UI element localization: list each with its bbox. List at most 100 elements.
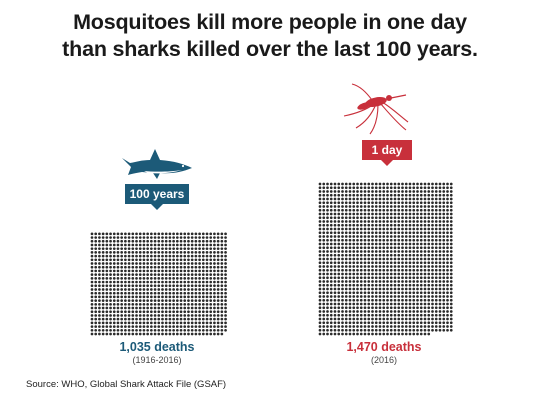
mosquito-death-dot xyxy=(408,310,412,313)
mosquito-death-dot xyxy=(442,298,446,302)
mosquito-death-dot xyxy=(348,216,352,220)
mosquito-death-dot xyxy=(431,328,434,332)
mosquito-death-dot xyxy=(348,272,352,276)
mosquito-death-dot xyxy=(363,231,367,235)
mosquito-death-dot xyxy=(348,317,352,321)
shark-death-dot xyxy=(205,280,209,284)
mosquito-death-dot xyxy=(318,231,322,235)
mosquito-death-dot xyxy=(382,276,386,280)
mosquito-death-dot xyxy=(397,325,401,328)
mosquito-death-dot xyxy=(431,261,434,265)
shark-death-dot xyxy=(194,295,198,299)
mosquito-death-dot xyxy=(389,313,393,317)
mosquito-death-dot xyxy=(363,276,367,280)
mosquito-death-dot xyxy=(423,261,427,265)
mosquito-death-dot xyxy=(404,242,408,246)
mosquito-death-dot xyxy=(419,197,423,201)
shark-death-dot xyxy=(127,314,131,317)
mosquito-death-dot xyxy=(348,298,352,302)
mosquito-death-dot xyxy=(389,201,393,205)
mosquito-death-dot xyxy=(416,332,419,336)
mosquito-death-dot xyxy=(449,227,453,231)
shark-death-dot xyxy=(190,288,194,291)
mosquito-death-dot xyxy=(348,310,352,313)
mosquito-death-dot xyxy=(326,321,329,325)
shark-death-dot xyxy=(205,269,209,273)
shark-death-dot xyxy=(94,314,98,317)
mosquito-death-dot xyxy=(374,302,378,306)
mosquito-death-dot xyxy=(359,193,363,197)
mosquito-dots xyxy=(318,182,453,336)
mosquito-death-dot xyxy=(367,231,371,235)
shark-death-dot xyxy=(224,247,227,251)
mosquito-death-dot xyxy=(348,306,352,310)
mosquito-death-dot xyxy=(434,328,438,332)
mosquito-death-dot xyxy=(333,208,337,212)
mosquito-death-dot xyxy=(378,227,382,231)
shark-death-dot xyxy=(201,328,205,332)
mosquito-death-dot xyxy=(412,190,416,193)
mosquito-death-dot xyxy=(341,257,344,261)
mosquito-death-dot xyxy=(389,298,393,302)
mosquito-death-dot xyxy=(397,197,401,201)
mosquito-death-dot xyxy=(322,231,326,235)
mosquito-death-dot xyxy=(382,261,386,265)
mosquito-death-dot xyxy=(431,182,434,186)
mosquito-death-dot xyxy=(363,265,367,268)
mosquito-death-dot xyxy=(419,328,423,332)
mosquito-death-dot xyxy=(438,257,442,261)
shark-death-dot xyxy=(105,321,109,325)
mosquito-death-dot xyxy=(419,325,423,328)
mosquito-death-dot xyxy=(378,295,382,298)
mosquito-death-dot xyxy=(363,220,367,223)
mosquito-death-dot xyxy=(337,317,341,321)
shark-death-dot xyxy=(112,306,116,310)
shark-death-dot xyxy=(116,299,120,302)
shark-death-dot xyxy=(216,328,220,332)
mosquito-death-dot xyxy=(404,201,408,205)
shark-death-dot xyxy=(153,273,157,276)
mosquito-death-dot xyxy=(344,193,348,197)
mosquito-death-dot xyxy=(348,295,352,298)
mosquito-death-dot xyxy=(382,291,386,295)
mosquito-death-dot xyxy=(318,257,322,261)
mosquito-death-dot xyxy=(371,268,374,272)
mosquito-death-dot xyxy=(344,197,348,201)
mosquito-death-dot xyxy=(337,310,341,313)
mosquito-death-dot xyxy=(408,298,412,302)
mosquito-death-dot xyxy=(344,328,348,332)
mosquito-death-dot xyxy=(434,250,438,253)
mosquito-death-dot xyxy=(374,242,378,246)
mosquito-death-dot xyxy=(442,201,446,205)
shark-death-dot xyxy=(198,239,201,243)
shark-death-dot xyxy=(105,332,109,336)
shark-death-dot xyxy=(183,306,187,310)
mosquito-death-dot xyxy=(318,298,322,302)
mosquito-death-dot xyxy=(371,298,374,302)
mosquito-death-dot xyxy=(367,208,371,212)
shark-death-dot xyxy=(153,236,157,239)
shark-death-dot xyxy=(205,262,209,265)
mosquito-death-dot xyxy=(337,220,341,223)
mosquito-death-dot xyxy=(326,201,329,205)
mosquito-death-dot xyxy=(329,190,333,193)
mosquito-death-dot xyxy=(382,280,386,283)
shark-death-dot xyxy=(146,277,149,280)
mosquito-death-dot xyxy=(449,321,453,325)
shark-death-dot xyxy=(146,306,149,310)
mosquito-death-dot xyxy=(434,280,438,283)
mosquito-death-dot xyxy=(322,321,326,325)
shark-death-dot xyxy=(146,317,149,321)
mosquito-death-dot xyxy=(389,328,393,332)
shark-death-dot xyxy=(135,277,138,280)
mosquito-death-dot xyxy=(404,325,408,328)
mosquito-death-dot xyxy=(397,257,401,261)
mosquito-death-dot xyxy=(326,257,329,261)
mosquito-death-dot xyxy=(449,253,453,257)
shark-death-dot xyxy=(220,332,224,336)
shark-death-dot xyxy=(194,254,198,258)
mosquito-death-dot xyxy=(416,227,419,231)
shark-death-dot xyxy=(94,273,98,276)
shark-death-dot xyxy=(112,258,116,262)
shark-death-dot xyxy=(168,273,172,276)
